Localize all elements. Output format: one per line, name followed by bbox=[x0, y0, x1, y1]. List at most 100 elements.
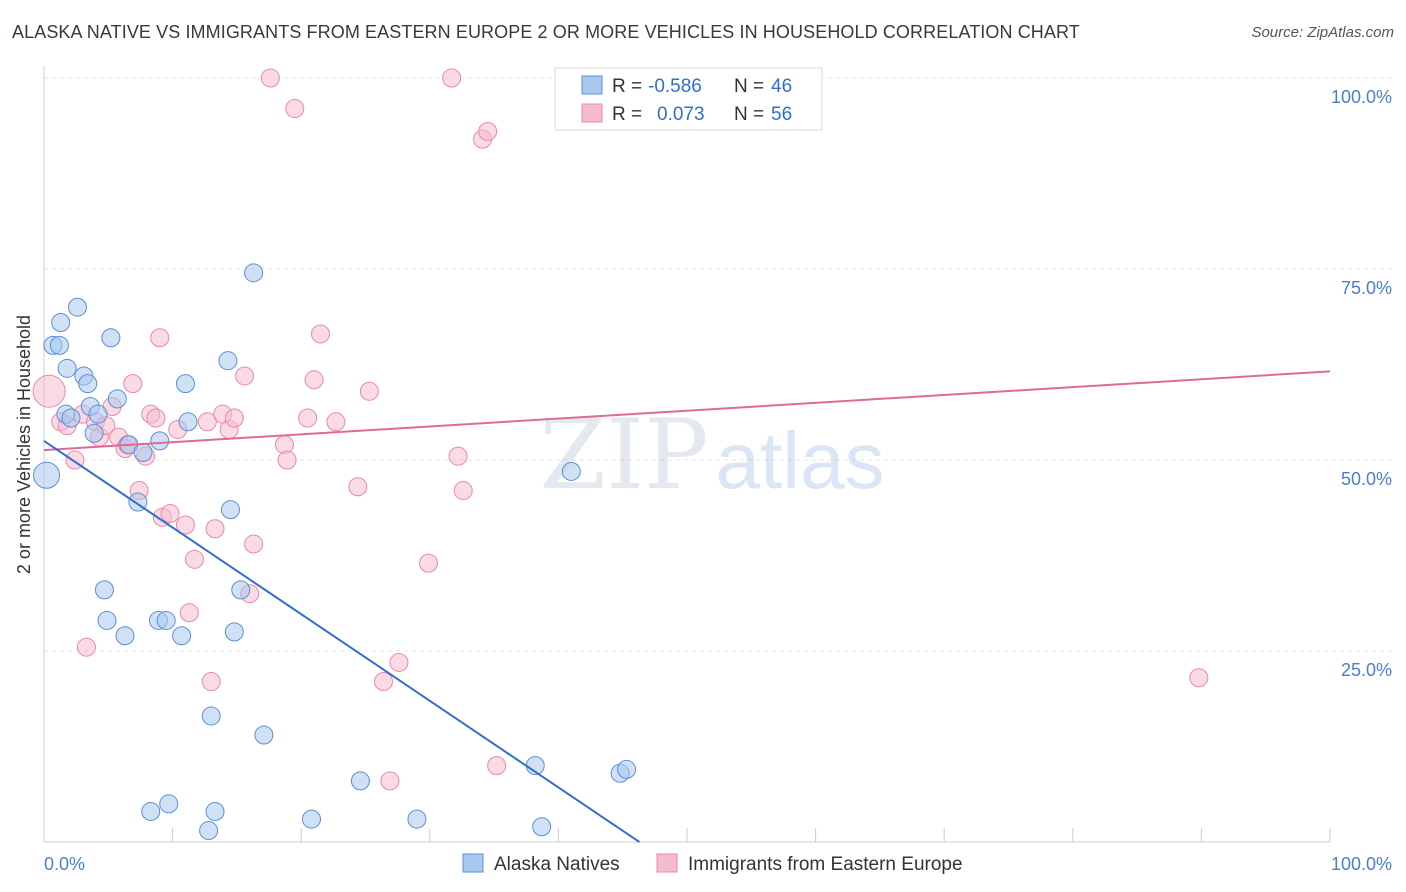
data-point-alaska bbox=[133, 442, 153, 462]
data-point-immigrants bbox=[453, 481, 473, 501]
data-point-alaska bbox=[156, 610, 176, 630]
data-point-immigrants bbox=[32, 374, 66, 408]
data-point-alaska bbox=[97, 610, 117, 630]
legend-swatch-immigrants bbox=[656, 853, 678, 873]
series-immigrants-points bbox=[32, 68, 1209, 791]
data-point-immigrants bbox=[310, 324, 330, 344]
data-point-immigrants bbox=[201, 672, 221, 692]
data-point-alaska bbox=[617, 759, 637, 779]
data-point-alaska bbox=[115, 626, 135, 646]
y-axis-label-wrap: 2 or more Vehicles in Household bbox=[14, 185, 35, 574]
series-legend: Alaska Natives Immigrants from Eastern E… bbox=[462, 853, 963, 875]
stats-legend: R = -0.586 N = 46 R = 0.073 N = 56 bbox=[554, 67, 823, 131]
y-tick-label-75: 75.0% bbox=[1341, 278, 1392, 298]
data-point-alaska bbox=[175, 374, 195, 394]
data-point-immigrants bbox=[260, 68, 280, 88]
trend-line-immigrants bbox=[43, 370, 1331, 452]
legend-n-label-2: N = bbox=[734, 104, 764, 125]
data-point-immigrants bbox=[304, 370, 324, 390]
data-point-alaska bbox=[199, 821, 219, 841]
legend-r-value-1: -0.586 bbox=[648, 76, 702, 97]
data-point-alaska bbox=[201, 706, 221, 726]
legend-n-label-1: N = bbox=[734, 76, 764, 97]
data-point-immigrants bbox=[478, 121, 498, 141]
data-point-immigrants bbox=[150, 328, 170, 348]
data-point-alaska bbox=[220, 500, 240, 520]
data-point-immigrants bbox=[419, 553, 439, 573]
y-axis-label: 2 or more Vehicles in Household bbox=[14, 314, 34, 575]
data-point-immigrants bbox=[359, 381, 379, 401]
data-point-immigrants bbox=[448, 446, 468, 466]
data-point-alaska bbox=[159, 794, 179, 814]
legend-n-value-2: 56 bbox=[771, 104, 792, 125]
y-tick-label-25: 25.0% bbox=[1341, 660, 1392, 680]
data-point-alaska bbox=[178, 412, 198, 432]
data-point-alaska bbox=[218, 351, 238, 371]
legend-n-value-1: 46 bbox=[771, 76, 792, 97]
source-label: Source: ZipAtlas.com bbox=[1251, 24, 1394, 41]
data-point-immigrants bbox=[326, 412, 346, 432]
data-point-immigrants bbox=[146, 408, 166, 428]
gridlines bbox=[44, 77, 1392, 652]
y-tick-labels: 100.0% 75.0% 50.0% 25.0% bbox=[1331, 87, 1392, 680]
data-point-alaska bbox=[561, 461, 581, 481]
data-point-alaska bbox=[94, 580, 114, 600]
data-point-immigrants bbox=[380, 771, 400, 791]
x-tick-label-100: 100.0% bbox=[1331, 854, 1392, 874]
data-point-immigrants bbox=[197, 412, 217, 432]
data-point-alaska bbox=[88, 404, 108, 424]
data-point-immigrants bbox=[374, 672, 394, 692]
data-point-alaska bbox=[172, 626, 192, 646]
y-tick-label-100: 100.0% bbox=[1331, 87, 1392, 107]
data-point-alaska bbox=[301, 809, 321, 829]
legend-r-value-2: 0.073 bbox=[657, 104, 705, 125]
data-point-alaska bbox=[67, 297, 87, 317]
data-point-immigrants bbox=[184, 549, 204, 569]
chart-title: ALASKA NATIVE VS IMMIGRANTS FROM EASTERN… bbox=[12, 22, 1080, 42]
data-point-immigrants bbox=[123, 374, 143, 394]
data-point-alaska bbox=[84, 423, 104, 443]
watermark: ZIP atlas bbox=[539, 399, 884, 511]
data-point-immigrants bbox=[224, 408, 244, 428]
data-point-immigrants bbox=[76, 637, 96, 657]
legend-swatch-blue bbox=[581, 75, 603, 95]
data-point-immigrants bbox=[235, 366, 255, 386]
data-point-alaska bbox=[150, 431, 170, 451]
legend-swatch-alaska bbox=[462, 853, 484, 873]
watermark-atlas: atlas bbox=[716, 416, 885, 505]
series-alaska-points bbox=[33, 263, 637, 841]
data-point-immigrants bbox=[205, 519, 225, 539]
data-point-alaska bbox=[205, 801, 225, 821]
data-point-immigrants bbox=[348, 477, 368, 497]
data-point-immigrants bbox=[298, 408, 318, 428]
data-point-alaska bbox=[33, 461, 61, 489]
data-point-alaska bbox=[107, 389, 127, 409]
x-tick-labels: 0.0% 100.0% bbox=[44, 854, 1392, 874]
data-point-alaska bbox=[141, 801, 161, 821]
data-point-immigrants bbox=[1189, 668, 1209, 688]
data-point-immigrants bbox=[179, 603, 199, 623]
legend-r-label-1: R = bbox=[612, 76, 642, 97]
data-point-alaska bbox=[244, 263, 264, 283]
legend-r-label-2: R = bbox=[612, 104, 642, 125]
data-point-alaska bbox=[231, 580, 251, 600]
legend-label-alaska: Alaska Natives bbox=[494, 854, 620, 875]
data-point-alaska bbox=[254, 725, 274, 745]
data-point-alaska bbox=[101, 328, 121, 348]
data-point-alaska bbox=[407, 809, 427, 829]
data-point-alaska bbox=[78, 374, 98, 394]
data-point-alaska bbox=[61, 408, 81, 428]
y-tick-label-50: 50.0% bbox=[1341, 469, 1392, 489]
data-point-immigrants bbox=[442, 68, 462, 88]
data-point-alaska bbox=[532, 817, 552, 837]
data-point-alaska bbox=[350, 771, 370, 791]
axes bbox=[43, 66, 1331, 843]
data-point-immigrants bbox=[160, 503, 180, 523]
data-point-alaska bbox=[49, 335, 69, 355]
trend-line-alaska bbox=[43, 440, 640, 843]
legend-swatch-pink bbox=[581, 103, 603, 123]
data-point-immigrants bbox=[487, 756, 507, 776]
data-point-immigrants bbox=[244, 534, 264, 554]
data-point-immigrants bbox=[175, 515, 195, 535]
